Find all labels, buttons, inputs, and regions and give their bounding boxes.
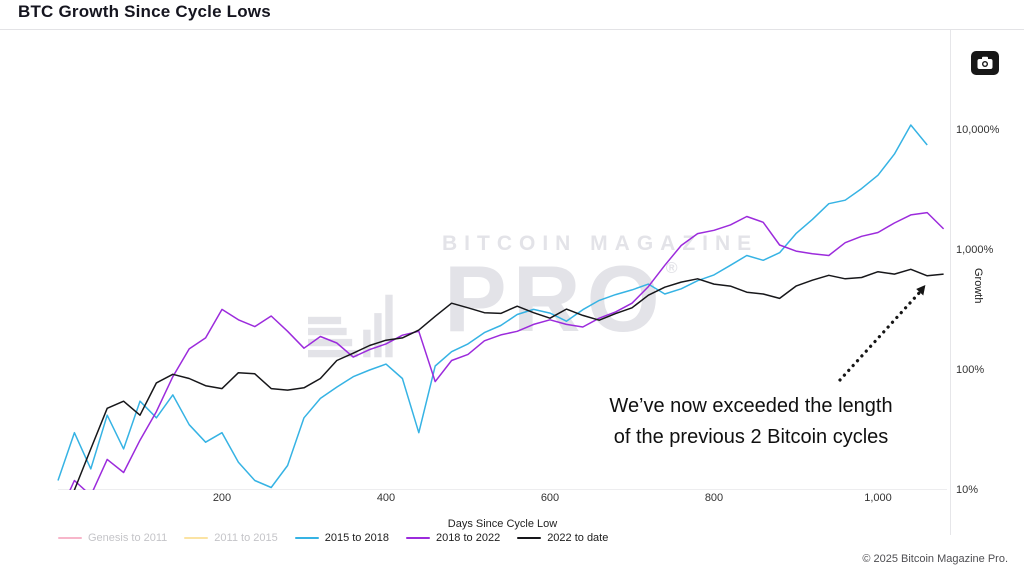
legend-swatch-2022-to-date bbox=[517, 537, 542, 539]
series-line-2018-to-2022 bbox=[69, 211, 945, 490]
annotation-arrow bbox=[838, 285, 926, 382]
y-tick-10-000-: 10,000% bbox=[956, 124, 1000, 136]
watermark-brand-name: BITCOIN MAGAZINE bbox=[442, 232, 759, 255]
legend-swatch-2015-to-2018 bbox=[294, 537, 319, 539]
y-axis-title: Growth bbox=[972, 268, 984, 304]
y-tick-100-: 100% bbox=[956, 364, 985, 376]
annotation-line-2: of the previous 2 Bitcoin cycles bbox=[613, 426, 889, 448]
x-tick-1-000: 1,000 bbox=[864, 492, 892, 504]
screenshot-button[interactable] bbox=[971, 51, 999, 75]
legend-swatch-2018-to-2022 bbox=[405, 537, 430, 539]
x-axis-title: Days Since Cycle Low bbox=[447, 518, 558, 530]
legend-item-2011-to-2015[interactable]: 2011 to 2015 bbox=[184, 532, 278, 544]
watermark-pro: PRO® bbox=[444, 246, 678, 351]
series-line-2015-to-2018 bbox=[57, 124, 928, 489]
legend-label-2022-to-date: 2022 to date bbox=[547, 532, 609, 544]
header-divider bbox=[0, 29, 1024, 30]
copyright: © 2025 Bitcoin Magazine Pro. bbox=[862, 553, 1008, 565]
legend-item-genesis-to-2011[interactable]: Genesis to 2011 bbox=[58, 532, 167, 544]
series-line-2022-to-date bbox=[73, 268, 944, 490]
y-tick-1-000-: 1,000% bbox=[956, 244, 994, 256]
legend-swatch-2011-to-2015 bbox=[184, 537, 209, 539]
legend-item-2018-to-2022[interactable]: 2018 to 2022 bbox=[405, 532, 501, 544]
legend-item-2015-to-2018[interactable]: 2015 to 2018 bbox=[294, 532, 389, 544]
camera-icon bbox=[977, 56, 993, 69]
legend-label-2018-to-2022: 2018 to 2022 bbox=[435, 532, 501, 544]
chart-legend: Genesis to 2011 2011 to 2015 2015 to 2018 2… bbox=[58, 532, 608, 544]
legend-label-genesis-to-2011: Genesis to 2011 bbox=[88, 532, 168, 544]
legend-swatch-genesis-to-2011 bbox=[58, 537, 82, 539]
series-layer bbox=[57, 124, 945, 490]
legend-label-2015-to-2018: 2015 to 2018 bbox=[324, 532, 389, 544]
registered-mark: ® bbox=[665, 260, 678, 277]
chart-right-divider bbox=[950, 30, 951, 535]
x-tick-200: 200 bbox=[212, 492, 232, 504]
annotation-line-1: We’ve now exceeded the length bbox=[609, 395, 893, 417]
chart-plot bbox=[57, 124, 947, 490]
watermark: BITCOIN MAGAZINE PRO® bbox=[300, 232, 758, 370]
x-tick-400: 400 bbox=[376, 492, 396, 504]
page-title: BTC Growth Since Cycle Lows bbox=[18, 2, 271, 21]
chart-annotation: We’ve now exceeded the length of the pre… bbox=[555, 391, 947, 453]
y-tick-10-: 10% bbox=[956, 484, 979, 496]
legend-label-2011-to-2015: 2011 to 2015 bbox=[214, 532, 278, 544]
x-tick-800: 800 bbox=[704, 492, 724, 504]
bitcoin-magazine-logo-icon bbox=[308, 294, 393, 358]
x-tick-600: 600 bbox=[540, 492, 560, 504]
legend-item-2022-to-date[interactable]: 2022 to date bbox=[517, 532, 608, 544]
